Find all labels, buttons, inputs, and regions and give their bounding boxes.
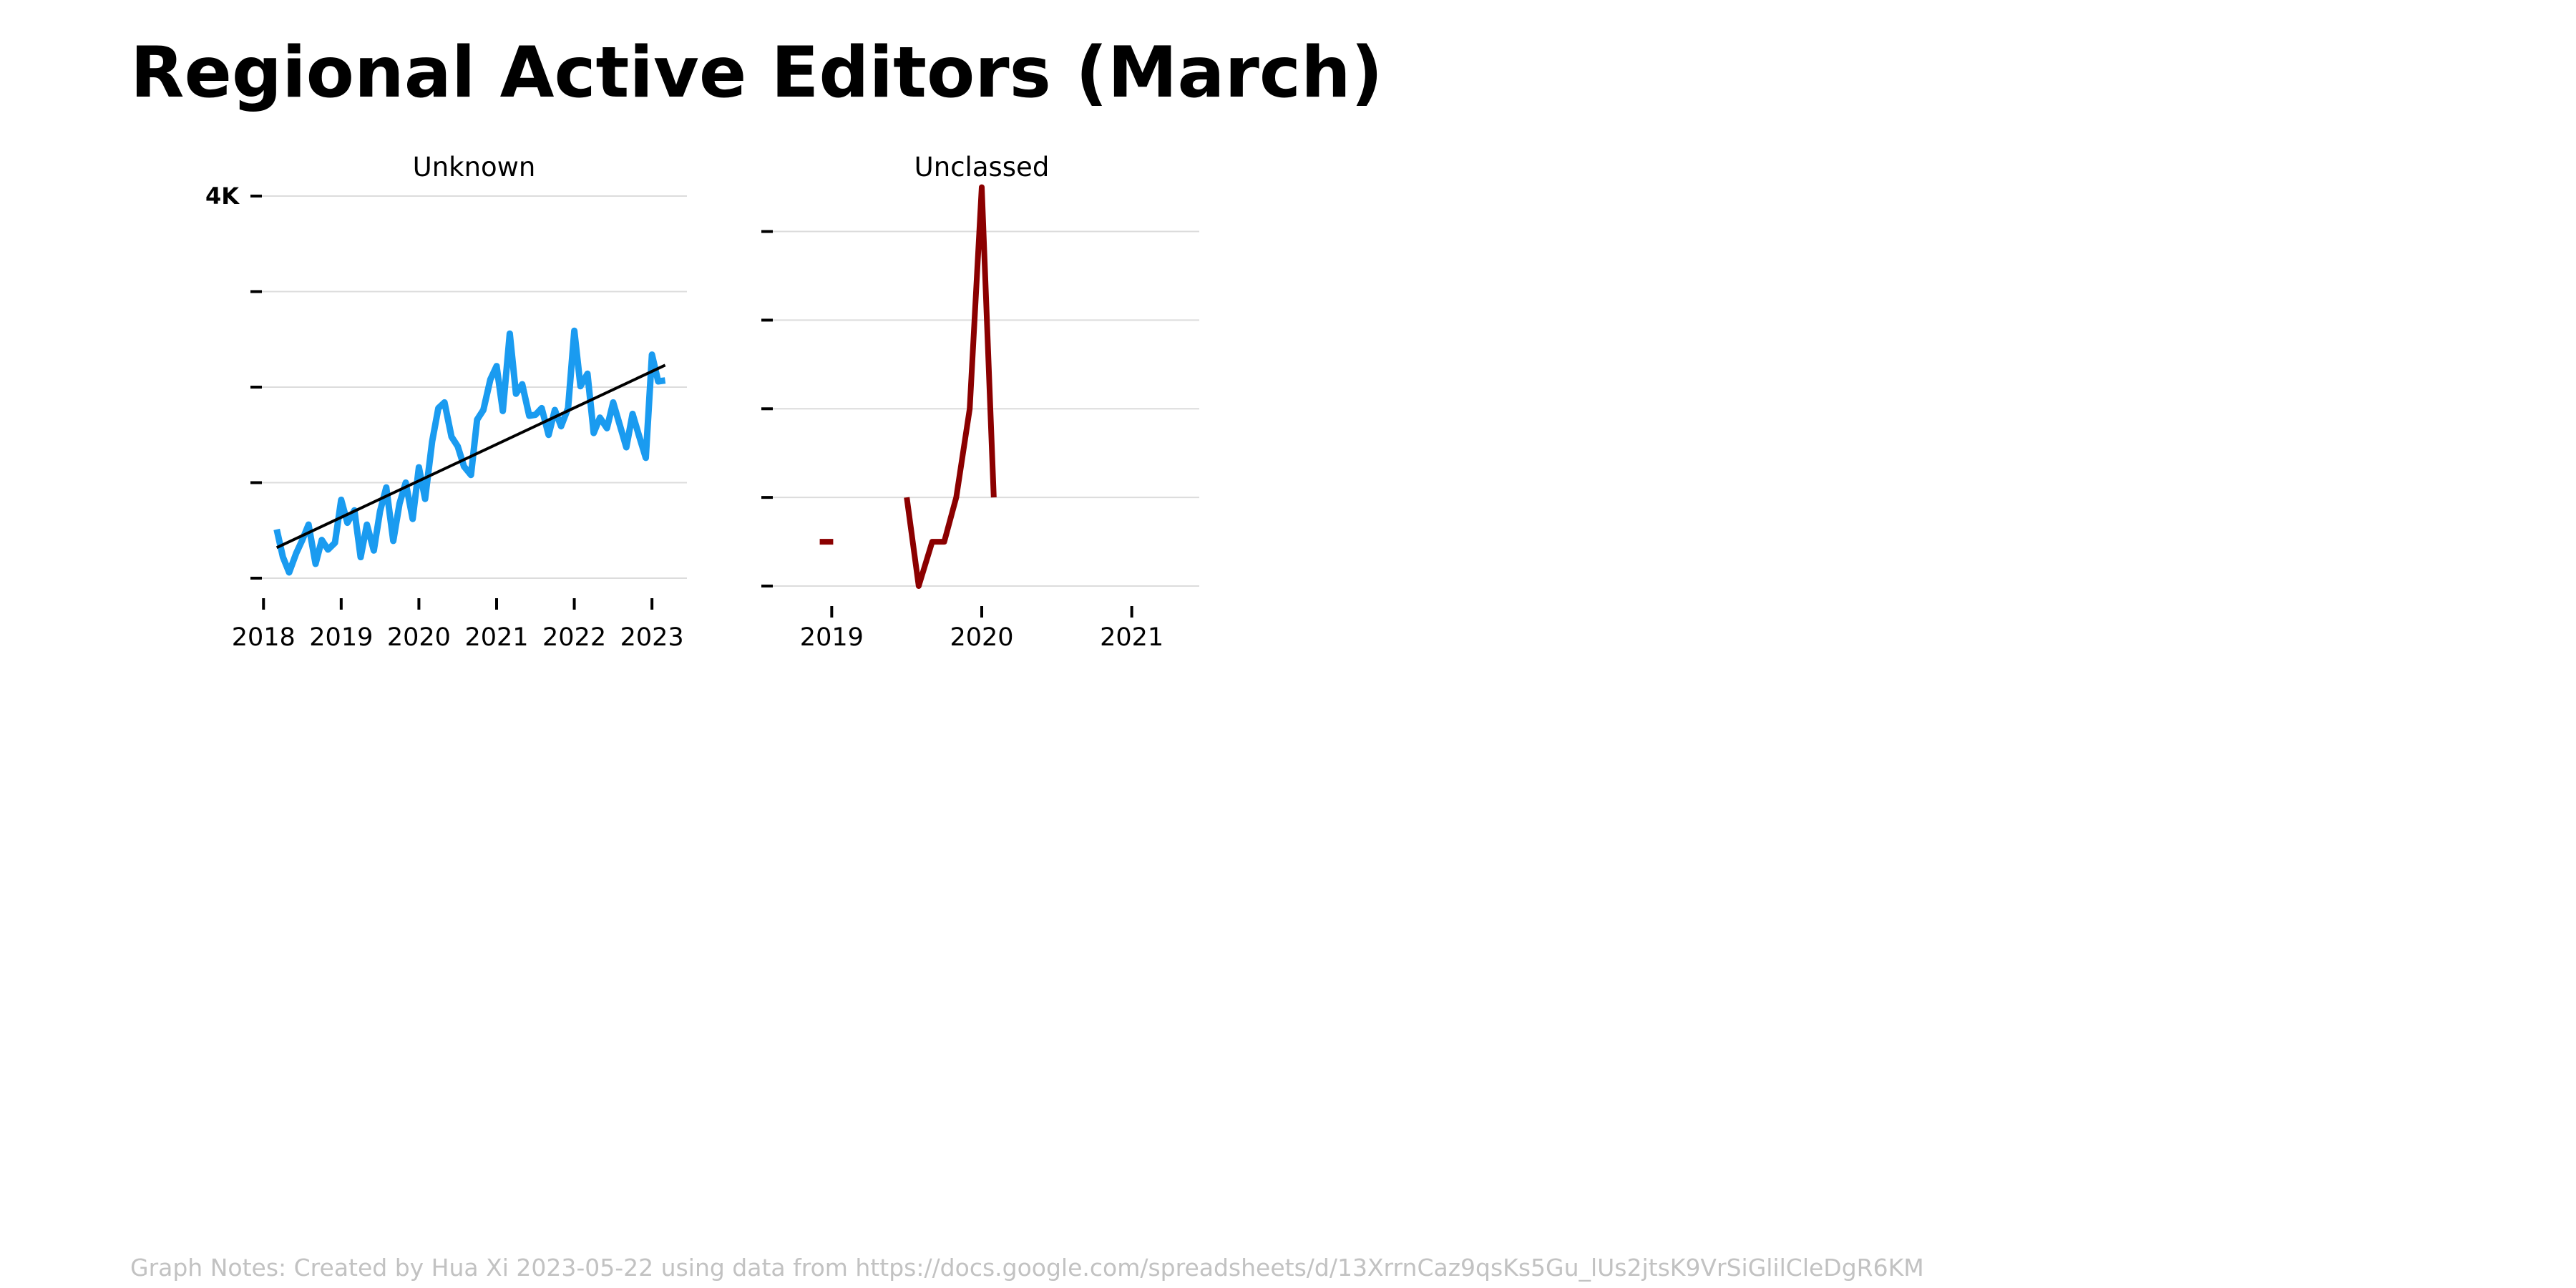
x-tick-label-unknown: 2021 — [464, 623, 528, 652]
graph-notes: Graph Notes: Created by Hua Xi 2023-05-2… — [130, 1254, 1924, 1282]
x-tick-label-unknown: 2020 — [387, 623, 451, 652]
series-line-unknown — [273, 327, 666, 576]
x-tick-label-unknown: 2018 — [232, 623, 296, 652]
trend-line-unknown — [275, 364, 666, 550]
x-tick-label-unknown: 2023 — [620, 623, 684, 652]
x-tick-label-unknown: 2022 — [542, 623, 606, 652]
x-tick-label-unknown: 2019 — [309, 623, 373, 652]
y-tick-label-unknown: 4K — [205, 182, 240, 210]
panel-title-unknown: Unknown — [413, 152, 536, 182]
series-line-unclassed — [904, 184, 997, 589]
x-tick-label-unclassed: 2020 — [950, 623, 1013, 652]
panel-title-unclassed: Unclassed — [914, 152, 1050, 182]
x-tick-label-unclassed: 2019 — [800, 623, 864, 652]
page-title: Regional Active Editors (March) — [130, 32, 1383, 114]
panel-unknown: Unknown 4K 2018 2019 2020 2021 2022 2023 — [205, 152, 687, 652]
x-tick-label-unclassed: 2021 — [1100, 623, 1163, 652]
panel-unclassed: Unclassed 2019 2020 2021 — [761, 152, 1199, 652]
